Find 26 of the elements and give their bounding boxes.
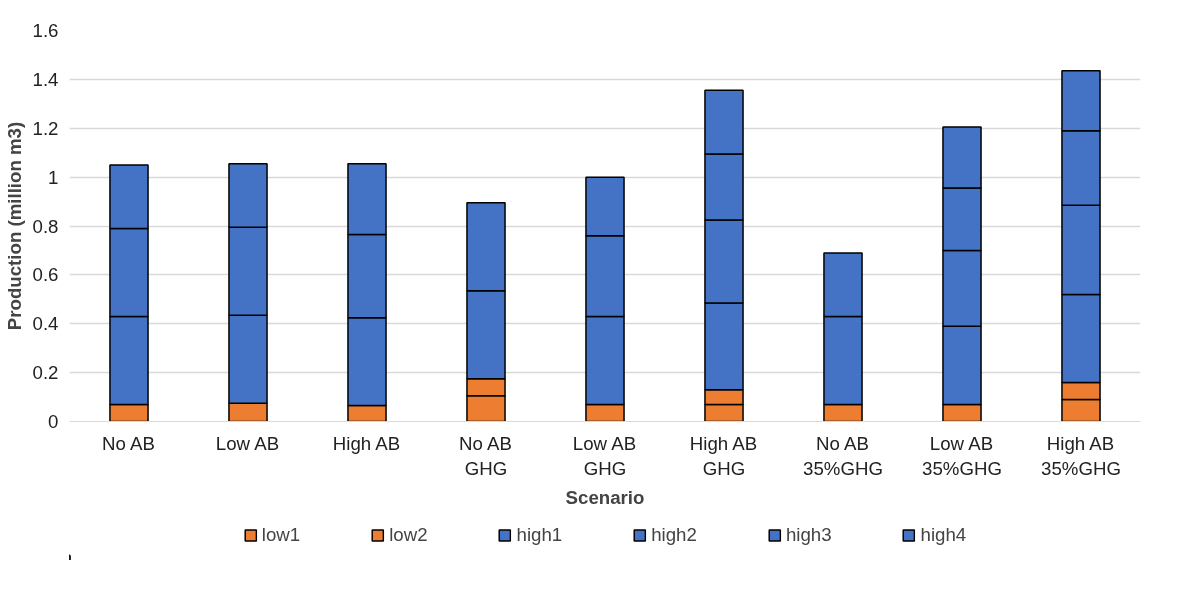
x-tick-label: High AB	[332, 432, 401, 454]
y-tick-label: 0.6	[32, 264, 59, 286]
x-tick-label: High AB 35%GHG	[1041, 432, 1121, 479]
x-tick-label: High AB GHG	[689, 432, 758, 479]
y-tick-label: 0.8	[32, 215, 59, 237]
x-axis-title: Scenario	[565, 486, 645, 508]
legend-label: high4	[920, 524, 967, 546]
y-tick-label: 0.4	[32, 313, 59, 335]
x-tick-label: Low AB GHG	[572, 432, 637, 479]
legend-label: low1	[261, 524, 301, 546]
x-tick-label: Low AB 35%GHG	[922, 432, 1002, 479]
legend-label: low2	[389, 524, 428, 546]
y-tick-label: 0	[48, 411, 59, 432]
legend-label: high3	[785, 524, 832, 546]
y-tick-label: 1.2	[32, 117, 59, 139]
y-axis-title: Production (million m3)	[3, 121, 25, 331]
x-tick-label: No AB GHG	[459, 432, 512, 479]
legend-label: high2	[651, 524, 697, 546]
y-tick-label: 1.4	[32, 68, 59, 90]
y-tick-label: 1.6	[32, 20, 59, 41]
x-tick-label: Low AB	[215, 432, 280, 454]
x-tick-label: No AB	[102, 432, 155, 454]
y-tick-label: 0.2	[32, 362, 59, 384]
x-tick-label: No AB 35%GHG	[803, 432, 883, 479]
legend-label: high1	[516, 524, 563, 546]
y-tick-label: 1	[48, 166, 59, 188]
